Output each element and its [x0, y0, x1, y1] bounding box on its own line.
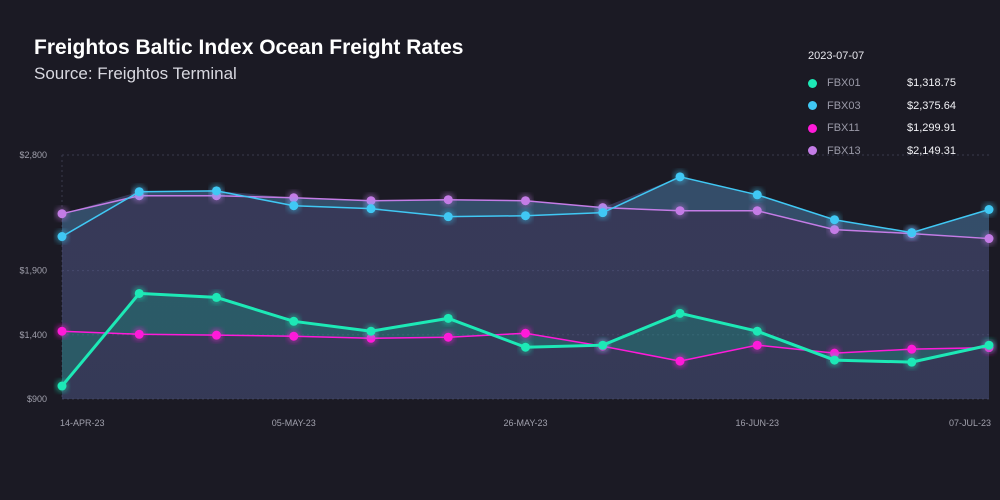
- point-fbx03: [598, 208, 608, 218]
- point-fbx01: [598, 340, 608, 350]
- series-fbx03: [55, 169, 996, 244]
- legend-item-fbx11[interactable]: FBX11 $1,299.91: [808, 117, 988, 140]
- point-fbx03: [134, 187, 144, 197]
- fbx13-dot-icon: [808, 146, 817, 156]
- point-fbx01: [521, 342, 530, 352]
- point-fbx13: [675, 206, 685, 216]
- chart-title: Freightos Baltic Index Ocean Freight Rat…: [34, 36, 464, 59]
- legend-name: FBX13: [827, 144, 861, 157]
- point-fbx13: [521, 196, 530, 206]
- legend-item-fbx13[interactable]: FBX13 $2,149.31: [808, 140, 988, 163]
- y-tick-label: $2,800: [19, 150, 47, 160]
- point-fbx03: [521, 211, 530, 221]
- point-fbx01: [57, 381, 67, 391]
- point-fbx01: [443, 313, 453, 323]
- point-fbx13: [57, 209, 67, 219]
- point-fbx11: [443, 332, 453, 342]
- point-fbx03: [675, 172, 685, 182]
- point-fbx11: [134, 329, 144, 339]
- point-fbx01: [984, 340, 994, 350]
- point-fbx13: [443, 195, 453, 205]
- point-fbx03: [752, 190, 762, 200]
- point-fbx03: [57, 232, 67, 242]
- point-fbx01: [212, 292, 221, 302]
- point-fbx03: [984, 204, 994, 214]
- series-fbx01: [55, 286, 996, 394]
- legend-item-fbx03[interactable]: FBX03 $2,375.64: [808, 95, 988, 118]
- legend-value: $2,149.31: [907, 144, 956, 157]
- legend-name: FBX11: [827, 122, 860, 135]
- y-tick-label: $900: [27, 394, 47, 404]
- point-fbx03: [907, 228, 917, 238]
- point-fbx11: [57, 326, 67, 336]
- legend: 2023-07-07 FBX01 $1,318.75 FBX03 $2,375.64…: [808, 50, 988, 162]
- point-fbx13: [984, 234, 994, 244]
- point-fbx01: [134, 288, 144, 298]
- point-fbx11: [907, 344, 917, 354]
- y-tick-label: $1,900: [19, 266, 47, 276]
- fbx03-dot-icon: [808, 101, 817, 111]
- point-fbx01: [366, 326, 376, 336]
- fbx11-dot-icon: [808, 123, 817, 133]
- y-tick-label: $1,400: [19, 330, 47, 340]
- fbx01-dot-icon: [808, 78, 817, 88]
- point-fbx13: [830, 225, 839, 235]
- legend-value: $1,299.91: [907, 122, 956, 135]
- point-fbx11: [752, 340, 762, 350]
- point-fbx01: [830, 355, 839, 365]
- point-fbx03: [830, 215, 839, 225]
- x-tick-label: 05-MAY-23: [272, 418, 316, 428]
- legend-value: $2,375.64: [907, 99, 956, 112]
- point-fbx13: [752, 206, 762, 216]
- x-tick-label: 14-APR-23: [60, 418, 105, 428]
- point-fbx03: [289, 201, 299, 211]
- x-tick-label: 26-MAY-23: [503, 418, 547, 428]
- point-fbx03: [443, 212, 453, 222]
- chart-subtitle: Source: Freightos Terminal: [34, 64, 237, 83]
- point-fbx11: [521, 328, 530, 338]
- legend-date: 2023-07-07: [808, 50, 865, 62]
- point-fbx01: [675, 308, 685, 318]
- legend-item-fbx01[interactable]: FBX01 $1,318.75: [808, 72, 988, 95]
- legend-name: FBX01: [827, 77, 861, 90]
- point-fbx11: [289, 331, 299, 341]
- point-fbx01: [907, 357, 917, 367]
- legend-name: FBX03: [827, 99, 861, 112]
- x-tick-label: 16-JUN-23: [735, 418, 779, 428]
- point-fbx01: [289, 316, 299, 326]
- point-fbx11: [675, 356, 685, 366]
- x-tick-label: 07-JUL-23: [949, 418, 991, 428]
- legend-value: $1,318.75: [907, 77, 956, 90]
- point-fbx03: [366, 204, 376, 214]
- point-fbx11: [212, 330, 221, 340]
- point-fbx01: [752, 326, 762, 336]
- point-fbx03: [212, 186, 221, 196]
